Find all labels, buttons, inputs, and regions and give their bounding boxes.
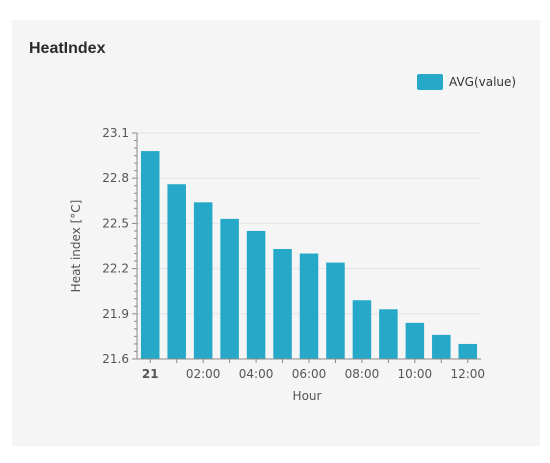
y-tick-label: 22.8 [102, 171, 129, 185]
legend-label[interactable]: AVG(value) [449, 75, 516, 89]
y-tick-label: 22.2 [102, 262, 129, 276]
bar[interactable] [140, 151, 160, 359]
bar[interactable] [352, 300, 372, 359]
bar[interactable] [193, 202, 213, 359]
bar[interactable] [167, 184, 186, 359]
x-tick-label: 02:00 [186, 367, 221, 381]
y-axis-title: Heat index [°C] [69, 200, 83, 293]
axes: 21.6 21.9 22.2 22.5 22.8 23.1 21 02:00 04:00 06:0… [102, 126, 485, 381]
bar[interactable] [220, 218, 239, 359]
bar[interactable] [246, 230, 266, 359]
x-tick-label: 08:00 [345, 367, 380, 381]
x-tick-label: 10:00 [398, 367, 433, 381]
y-tick-label: 21.6 [102, 352, 129, 366]
x-tick-label: 04:00 [239, 367, 274, 381]
x-tick-label: 12:00 [450, 367, 485, 381]
y-tick-label: 21.9 [102, 307, 129, 321]
x-tick-label: 21 [142, 367, 159, 381]
y-tick-label: 22.5 [102, 216, 129, 230]
bar[interactable] [432, 334, 451, 359]
bar[interactable] [405, 322, 425, 359]
legend[interactable]: AVG(value) [417, 74, 516, 90]
x-tick-label: 06:00 [292, 367, 327, 381]
bar[interactable] [379, 309, 398, 359]
bar[interactable] [458, 343, 478, 359]
bar[interactable] [299, 253, 319, 359]
panel-title: HeatIndex [29, 40, 106, 57]
y-tick-label: 23.1 [102, 126, 129, 140]
bars [140, 151, 478, 359]
bar[interactable] [273, 249, 292, 359]
x-axis-title: Hour [293, 389, 322, 403]
chart-panel: HeatIndex [12, 20, 540, 446]
legend-swatch[interactable] [417, 74, 443, 90]
bar[interactable] [326, 262, 345, 359]
